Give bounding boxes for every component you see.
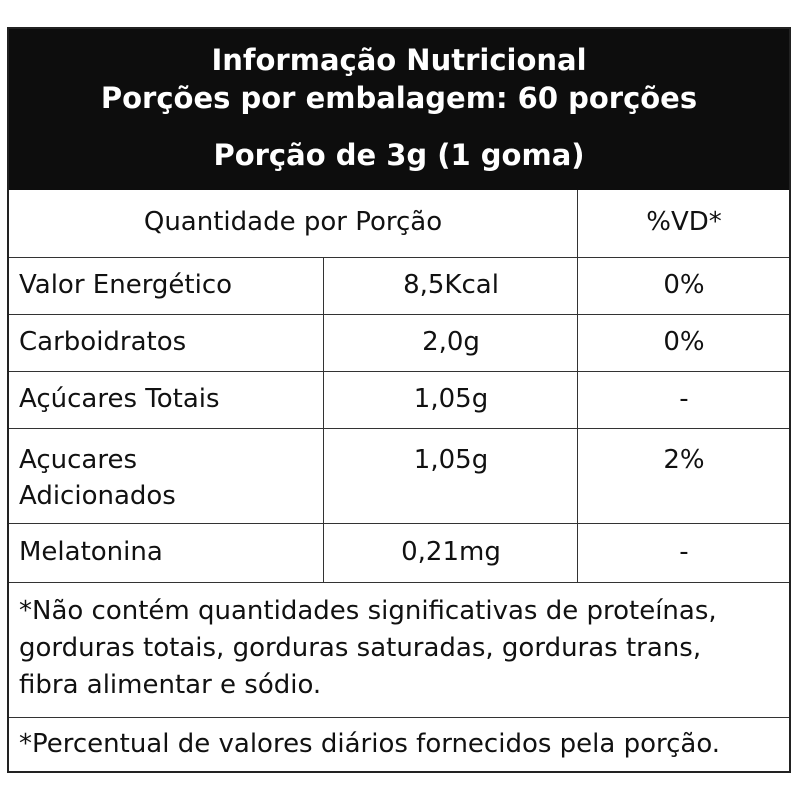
footnote-not-significant: *Não contém quantidades significativas d… xyxy=(9,582,789,717)
quantity-per-serving-header: Quantidade por Porção xyxy=(143,207,443,237)
label-header: Informação Nutricional Porções por embal… xyxy=(9,29,789,190)
table-row: Valor Energético 8,5Kcal 0% xyxy=(9,257,789,314)
servings-per-package: Porções por embalagem: 60 porções xyxy=(100,81,698,115)
nutrient-dv: 0% xyxy=(663,270,705,300)
nutrient-amount: 1,05g xyxy=(413,445,489,475)
nutrient-dv: 0% xyxy=(663,327,705,357)
nutrient-name: Valor Energético xyxy=(19,270,233,300)
column-divider xyxy=(323,372,324,428)
footnote-daily-values: *Percentual de valores diários fornecido… xyxy=(9,717,789,771)
nutrient-name: Açúcares Totais xyxy=(19,384,220,414)
label-title: Informação Nutricional xyxy=(211,43,587,77)
nutrient-amount: 8,5Kcal xyxy=(403,270,499,300)
column-divider xyxy=(577,315,578,371)
column-divider xyxy=(577,429,578,523)
table-row: Açucares Adicionados 1,05g 2% xyxy=(9,428,789,523)
column-divider xyxy=(323,524,324,582)
footnote-line: *Não contém quantidades significativas d… xyxy=(19,596,717,626)
nutrient-amount: 2,0g xyxy=(422,327,480,357)
nutrient-name: Carboidratos xyxy=(19,327,187,357)
column-divider xyxy=(323,429,324,523)
column-divider xyxy=(577,372,578,428)
nutrient-dv: - xyxy=(679,384,689,414)
nutrient-name: Açucares Adicionados xyxy=(19,429,319,523)
nutrient-name-line: Açucares xyxy=(19,445,137,475)
column-divider xyxy=(577,524,578,582)
column-divider xyxy=(323,315,324,371)
column-divider xyxy=(323,258,324,314)
footnote-line: *Percentual de valores diários fornecido… xyxy=(19,729,721,759)
footnote-line: fibra alimentar e sódio. xyxy=(19,670,322,700)
footnote-line: gorduras totais, gorduras saturadas, gor… xyxy=(19,633,702,663)
daily-value-header: %VD* xyxy=(646,207,722,237)
nutrient-amount: 0,21mg xyxy=(401,537,501,567)
nutrient-dv: - xyxy=(679,537,689,567)
table-row: Açúcares Totais 1,05g - xyxy=(9,371,789,428)
nutrition-facts-label: Informação Nutricional Porções por embal… xyxy=(7,27,791,773)
column-divider xyxy=(577,190,578,257)
nutrient-dv: 2% xyxy=(663,445,705,475)
table-row: Melatonina 0,21mg - xyxy=(9,523,789,582)
serving-size: Porção de 3g (1 goma) xyxy=(213,138,585,172)
nutrient-name-line: Adicionados xyxy=(19,481,176,511)
table-row: Carboidratos 2,0g 0% xyxy=(9,314,789,371)
nutrient-amount: 1,05g xyxy=(413,384,489,414)
table-header-row: Quantidade por Porção %VD* xyxy=(9,190,789,257)
nutrient-name: Melatonina xyxy=(19,537,163,567)
column-divider xyxy=(577,258,578,314)
